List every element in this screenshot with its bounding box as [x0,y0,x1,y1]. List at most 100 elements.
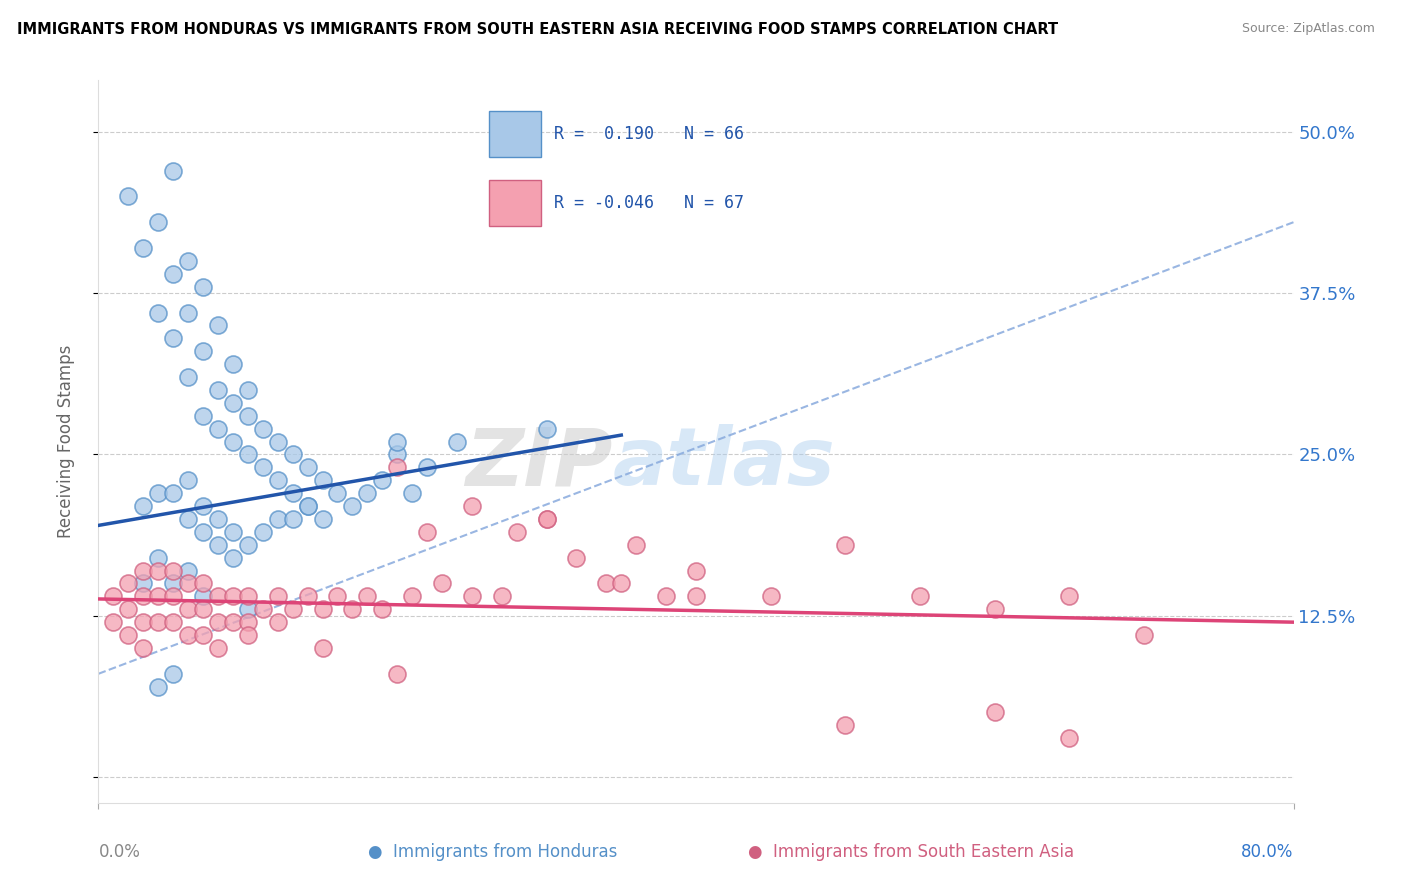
Point [132,640,155,655]
Point [834,718,856,732]
Point [162,486,184,500]
Point [610,576,633,591]
Point [236,602,259,616]
Point [281,486,304,500]
Point [177,473,200,487]
Point [416,460,439,475]
Point [191,524,214,539]
Point [267,590,290,604]
Point [162,267,184,281]
Point [416,524,439,539]
Point [491,590,513,604]
Text: atlas: atlas [613,425,835,502]
Point [132,615,155,630]
Point [191,409,214,423]
Point [1059,731,1081,746]
Point [685,564,707,578]
Point [177,628,200,642]
Point [267,615,290,630]
Point [326,590,349,604]
Text: 0.0%: 0.0% [98,843,141,861]
Point [191,499,214,513]
Point [103,590,125,604]
Point [207,538,229,552]
Point [177,254,200,268]
Point [162,666,184,681]
Point [222,615,245,630]
Point [177,512,200,526]
Point [461,499,484,513]
Point [342,602,364,616]
Text: 80.0%: 80.0% [1241,843,1294,861]
Point [281,512,304,526]
Point [385,434,409,449]
Point [565,550,588,565]
Point [207,590,229,604]
Point [252,460,274,475]
Point [385,460,409,475]
Point [117,189,139,203]
Point [461,590,484,604]
Point [311,473,333,487]
Point [207,383,229,397]
Y-axis label: Receiving Food Stamps: Receiving Food Stamps [56,345,75,538]
Point [311,512,333,526]
Point [1133,628,1156,642]
Point [148,590,170,604]
Point [311,640,333,655]
Point [297,499,319,513]
Point [162,615,184,630]
Point [236,538,259,552]
Point [297,590,319,604]
Point [222,550,245,565]
Point [655,590,678,604]
Point [191,628,214,642]
Point [267,512,290,526]
Point [207,422,229,436]
Point [207,615,229,630]
Point [385,447,409,461]
Point [252,602,274,616]
Point [236,409,259,423]
Point [446,434,468,449]
Point [326,486,349,500]
Point [536,422,558,436]
Point [148,615,170,630]
Point [267,473,290,487]
Point [297,460,319,475]
Point [506,524,529,539]
Text: Source: ZipAtlas.com: Source: ZipAtlas.com [1241,22,1375,36]
Point [430,576,453,591]
Point [177,576,200,591]
Point [177,305,200,319]
Point [236,383,259,397]
Point [148,680,170,694]
Point [236,447,259,461]
Point [311,602,333,616]
Point [371,473,394,487]
Point [222,357,245,371]
Point [132,576,155,591]
Point [371,602,394,616]
Point [207,318,229,333]
Point [222,396,245,410]
Point [759,590,782,604]
Point [132,564,155,578]
Point [281,602,304,616]
Point [177,370,200,384]
Point [148,215,170,229]
Point [385,666,409,681]
Text: ●  Immigrants from Honduras: ● Immigrants from Honduras [368,843,617,861]
Point [401,486,423,500]
Point [252,422,274,436]
Point [162,564,184,578]
Point [626,538,648,552]
Point [191,279,214,293]
Point [132,241,155,255]
Point [222,434,245,449]
Text: IMMIGRANTS FROM HONDURAS VS IMMIGRANTS FROM SOUTH EASTERN ASIA RECEIVING FOOD ST: IMMIGRANTS FROM HONDURAS VS IMMIGRANTS F… [17,22,1057,37]
Point [281,447,304,461]
Point [685,590,707,604]
Point [117,602,139,616]
Text: ZIP: ZIP [465,425,613,502]
